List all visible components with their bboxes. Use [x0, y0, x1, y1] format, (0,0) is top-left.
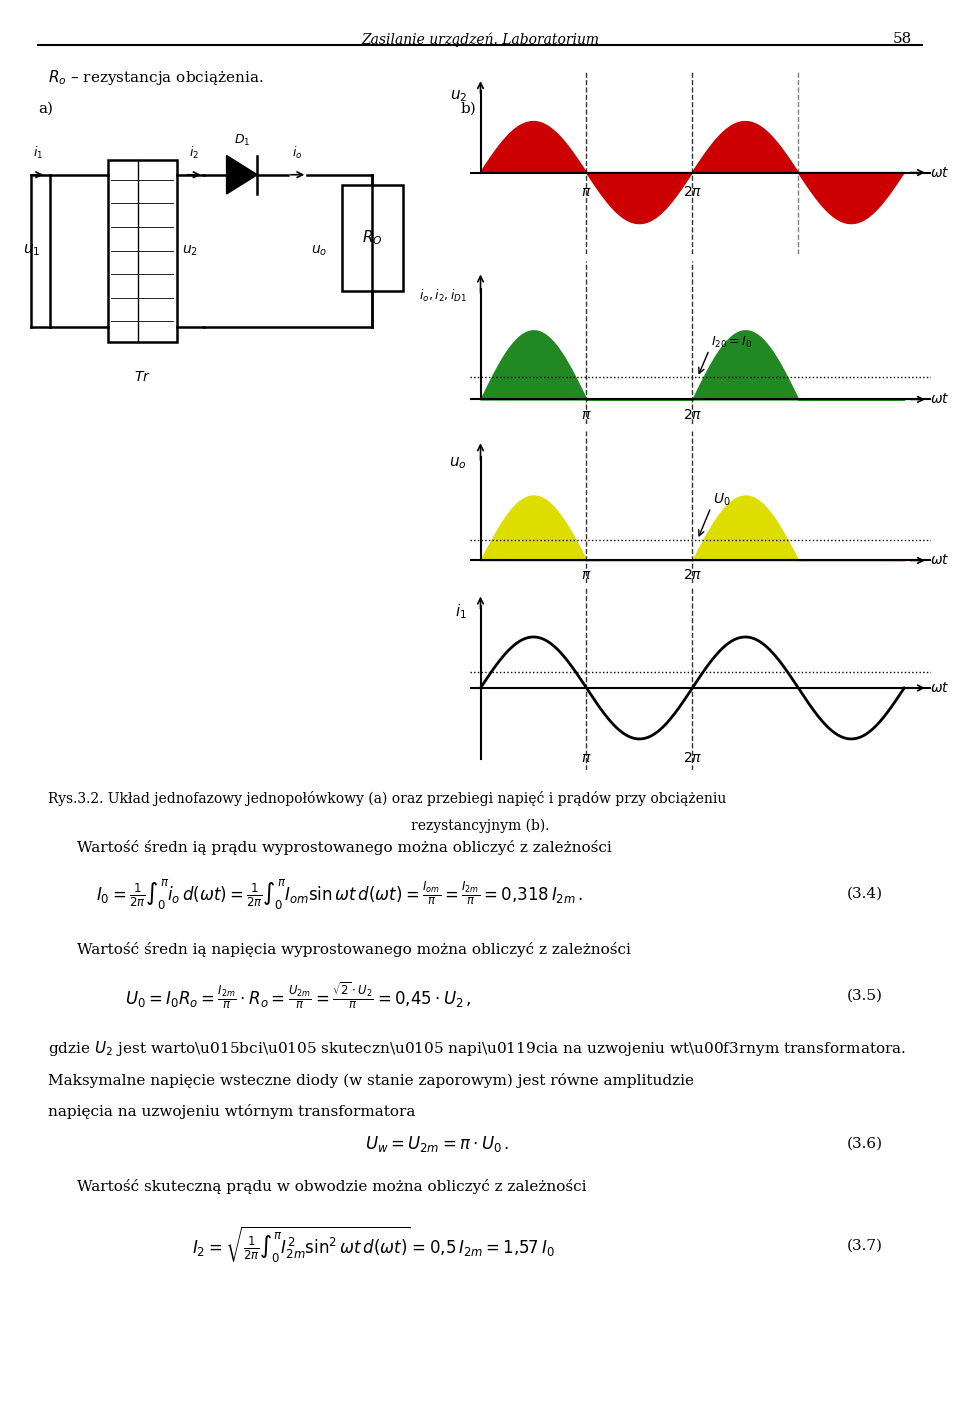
Text: Wartość średn ią napięcia wyprostowanego można obliczyć z zależności: Wartość średn ią napięcia wyprostowanego…	[77, 942, 631, 957]
Text: $I_0 = \frac{1}{2\pi}\int_0^{\pi} i_o\,d(\omega t) = \frac{1}{2\pi}\int_0^{\pi} : $I_0 = \frac{1}{2\pi}\int_0^{\pi} i_o\,d…	[96, 877, 584, 911]
Text: $\pi$: $\pi$	[581, 751, 591, 765]
Text: $I_2 = \sqrt{\frac{1}{2\pi}\int_0^{\pi} I_{2m}^2 \sin^2\omega t\, d(\omega t)} =: $I_2 = \sqrt{\frac{1}{2\pi}\int_0^{\pi} …	[192, 1226, 555, 1265]
Text: b): b)	[461, 102, 476, 116]
Text: gdzie $U_2$ jest warto\u015bci\u0105 skuteczn\u0105 napi\u0119cia na uzwojeniu w: gdzie $U_2$ jest warto\u015bci\u0105 sku…	[48, 1039, 906, 1058]
Text: $Tr$: $Tr$	[133, 370, 151, 384]
Text: (3.5): (3.5)	[848, 988, 883, 1003]
Text: $i_2$: $i_2$	[189, 145, 199, 161]
Text: $D_1$: $D_1$	[233, 133, 251, 148]
Text: Maksymalne napięcie wsteczne diody (w stanie zaporowym) jest równe amplitudzie: Maksymalne napięcie wsteczne diody (w st…	[48, 1073, 694, 1089]
Text: $\omega t$: $\omega t$	[929, 393, 949, 407]
Text: $\pi$: $\pi$	[581, 408, 591, 422]
Text: $2\pi$: $2\pi$	[683, 751, 702, 765]
Text: $u_2$: $u_2$	[449, 88, 467, 104]
Text: $\omega t$: $\omega t$	[929, 165, 949, 179]
Text: $u_o$: $u_o$	[449, 455, 467, 472]
Text: Rys.3.2. Układ jednofazowy jednopołówkowy (a) oraz przebiegi napięć i prądów prz: Rys.3.2. Układ jednofazowy jednopołówkow…	[48, 791, 727, 806]
Text: 58: 58	[893, 32, 912, 47]
FancyBboxPatch shape	[108, 160, 177, 342]
Text: Wartość skuteczną prądu w obwodzie można obliczyć z zależności: Wartość skuteczną prądu w obwodzie można…	[77, 1179, 587, 1195]
Text: rezystancyjnym (b).: rezystancyjnym (b).	[411, 819, 549, 833]
FancyBboxPatch shape	[342, 185, 403, 291]
Text: $2\pi$: $2\pi$	[683, 408, 702, 422]
Text: (3.7): (3.7)	[848, 1238, 883, 1252]
Text: $\omega t$: $\omega t$	[929, 554, 949, 568]
Text: $U_0$: $U_0$	[712, 493, 731, 508]
Text: $2\pi$: $2\pi$	[683, 185, 702, 199]
Text: $u_1$: $u_1$	[23, 243, 40, 258]
Text: $\pi$: $\pi$	[581, 185, 591, 199]
Text: $i_o$: $i_o$	[293, 145, 302, 161]
Text: Zasilanie urządzeń. Laboratorium: Zasilanie urządzeń. Laboratorium	[361, 32, 599, 47]
Text: $R_o$ – rezystancja obciążenia.: $R_o$ – rezystancja obciążenia.	[48, 68, 264, 86]
Text: $\omega t$: $\omega t$	[929, 681, 949, 695]
Text: $u_o$: $u_o$	[311, 243, 326, 258]
Text: $u_2$: $u_2$	[182, 243, 198, 258]
Text: $2\pi$: $2\pi$	[683, 568, 702, 582]
Text: (3.4): (3.4)	[847, 887, 883, 901]
Text: (3.6): (3.6)	[847, 1137, 883, 1151]
Text: $\pi$: $\pi$	[581, 568, 591, 582]
Text: $U_0 = I_0 R_o = \frac{I_{2m}}{\pi} \cdot R_o = \frac{U_{2m}}{\pi} = \frac{\sqrt: $U_0 = I_0 R_o = \frac{I_{2m}}{\pi} \cdo…	[125, 980, 471, 1011]
Text: $I_{20}=I_0$: $I_{20}=I_0$	[711, 335, 752, 350]
Text: $U_w = U_{2m} = \pi \cdot U_0\,.$: $U_w = U_{2m} = \pi \cdot U_0\,.$	[365, 1134, 509, 1154]
Polygon shape	[227, 155, 257, 193]
Text: Wartość średn ią prądu wyprostowanego można obliczyć z zależności: Wartość średn ią prądu wyprostowanego mo…	[77, 840, 612, 856]
Text: a): a)	[38, 102, 54, 116]
Text: $R_O$: $R_O$	[362, 229, 383, 247]
Text: $i_1$: $i_1$	[34, 145, 43, 161]
Text: napięcia na uzwojeniu wtórnym transformatora: napięcia na uzwojeniu wtórnym transforma…	[48, 1104, 416, 1120]
Text: $i_o,i_2,i_{D1}$: $i_o,i_2,i_{D1}$	[419, 288, 467, 304]
Text: $i_1$: $i_1$	[455, 602, 467, 621]
